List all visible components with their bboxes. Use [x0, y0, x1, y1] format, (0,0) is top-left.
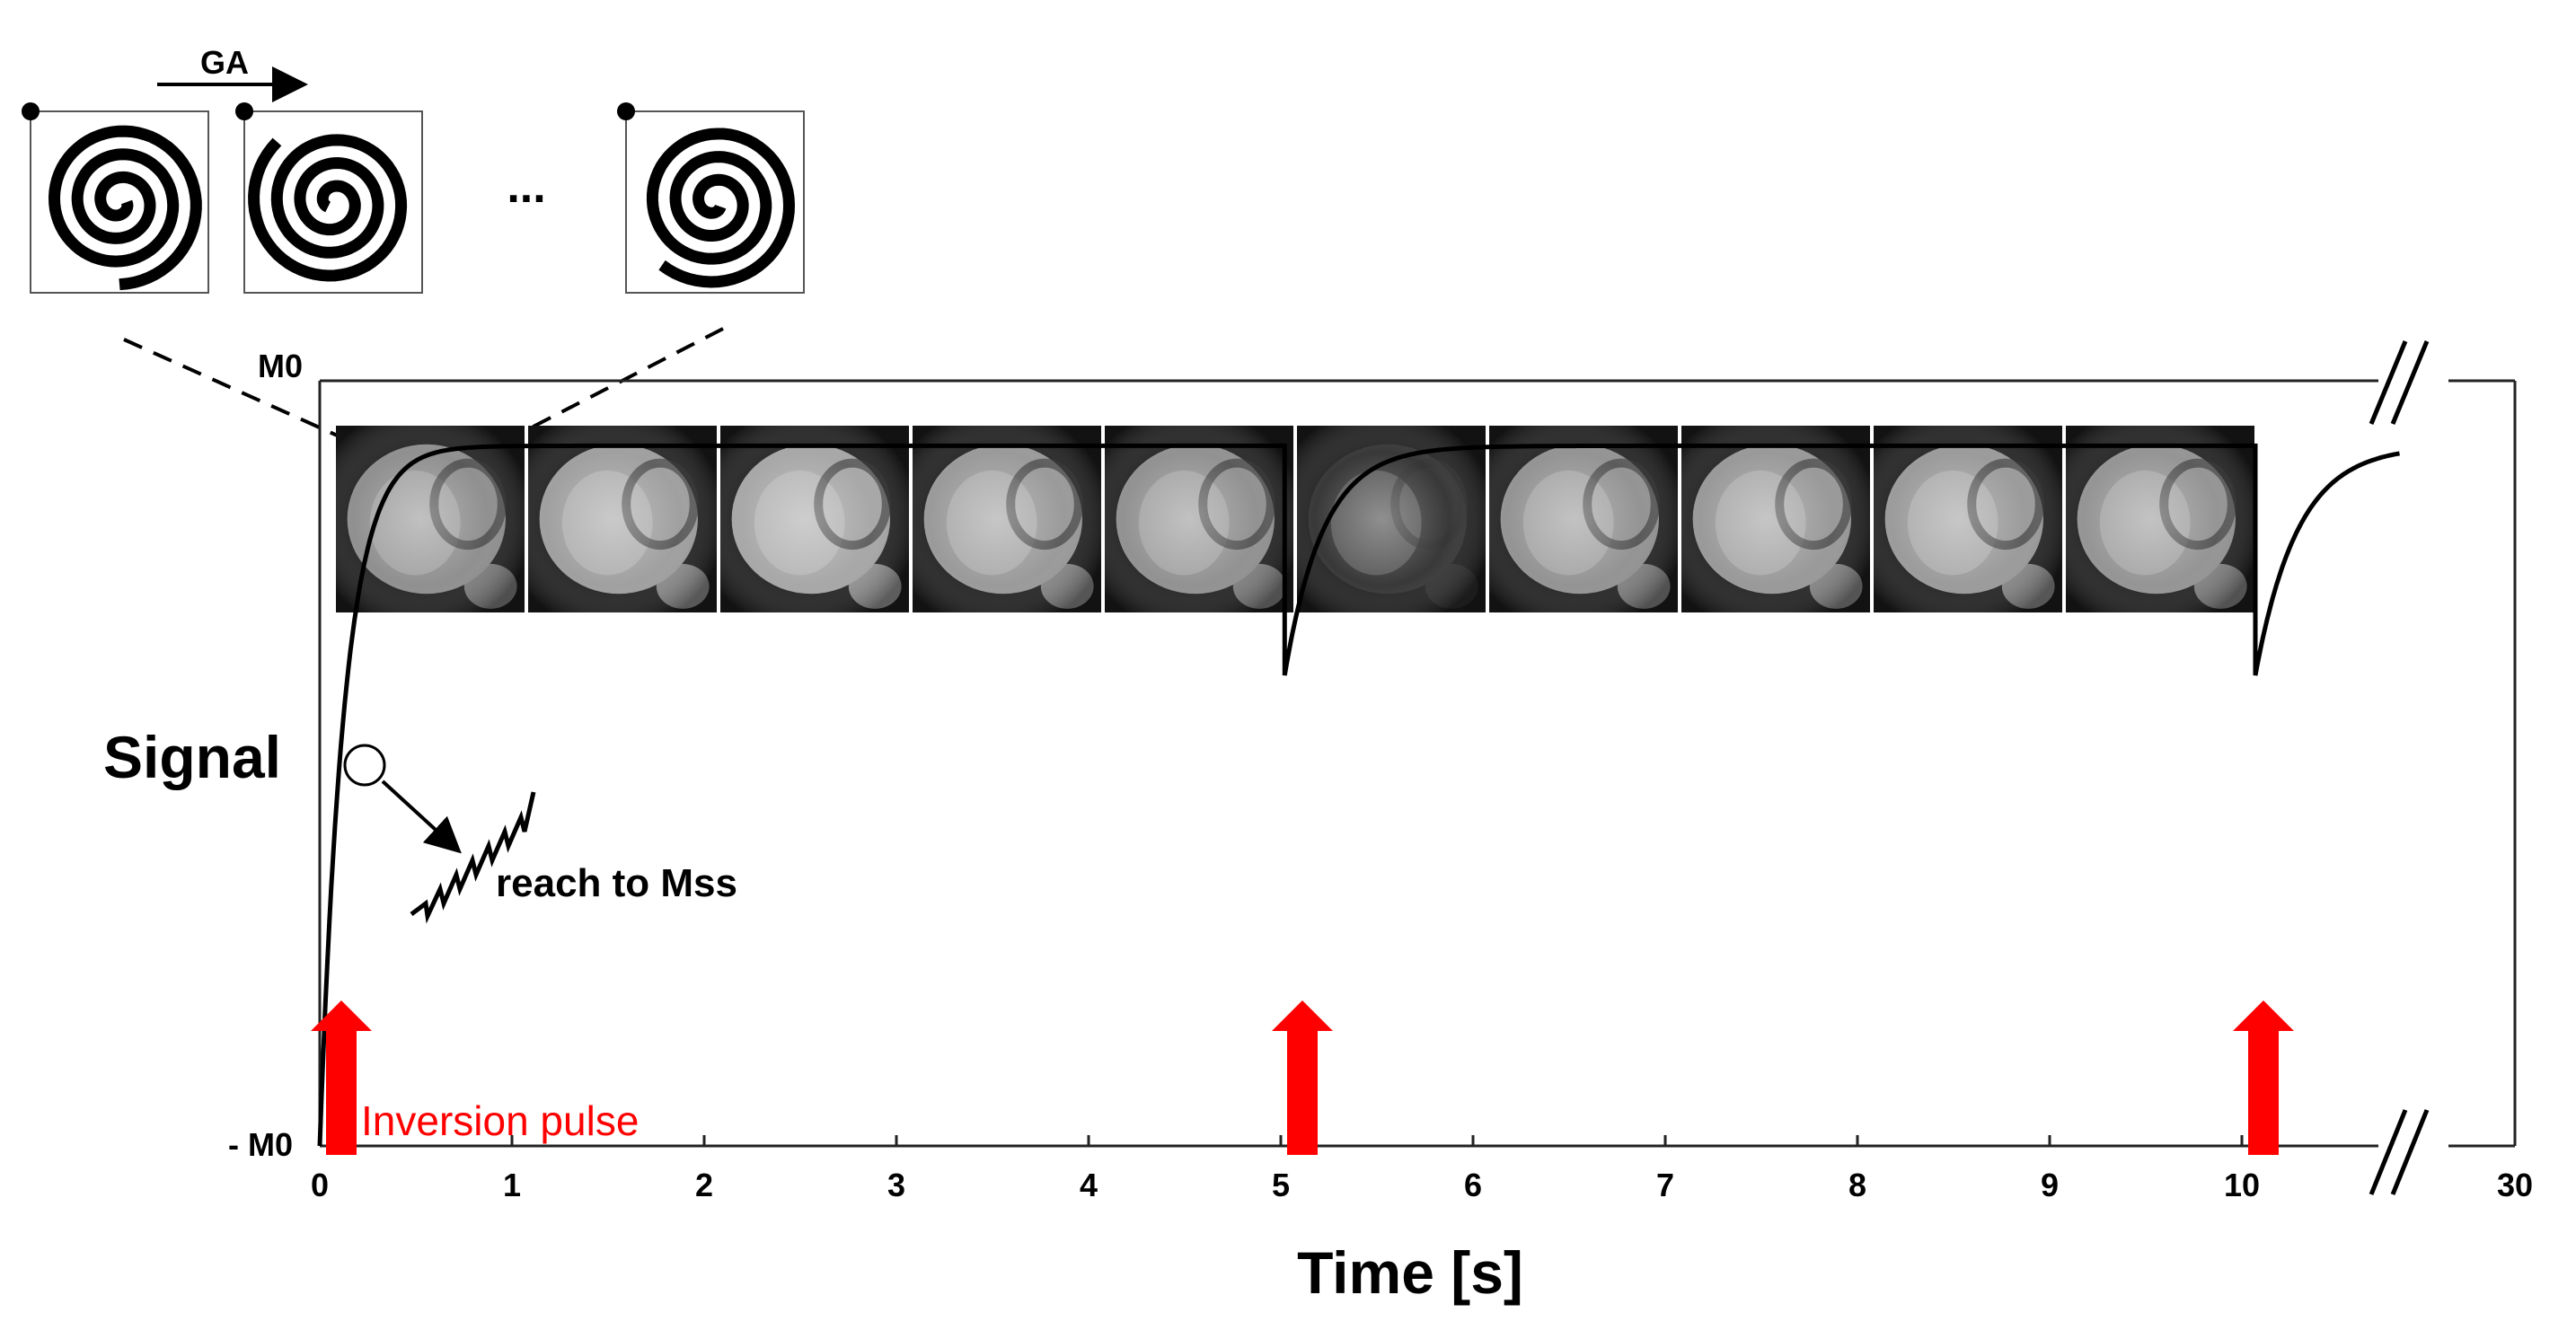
x-tick-label: 8 — [1848, 1167, 1866, 1203]
inversion-pulses — [311, 1000, 2294, 1155]
spiral-frame-1 — [22, 102, 209, 294]
spiral-center — [235, 102, 253, 120]
x-ticks: 0 1 2 3 4 5 6 7 8 9 10 30 — [311, 1135, 2533, 1203]
cardiac-image-frame — [1681, 426, 1870, 612]
y-label-m0: M0 — [258, 348, 303, 384]
x-tick-label: 7 — [1656, 1167, 1674, 1203]
inversion-pulse-label: Inversion pulse — [361, 1097, 639, 1144]
x-tick-label: 0 — [311, 1167, 329, 1203]
ga-label: GA — [200, 44, 249, 81]
signal-curve — [317, 443, 2400, 1147]
inversion-pulse-arrow — [311, 1000, 372, 1155]
inversion-pulse-arrow — [1272, 1000, 1333, 1155]
cardiac-image-strip — [336, 426, 2254, 612]
x-tick-label: 9 — [2041, 1167, 2059, 1203]
cardiac-image-frame — [1297, 426, 1486, 612]
cardiac-image-frame — [2066, 426, 2254, 612]
cardiac-image-frame — [1874, 426, 2062, 612]
cardiac-image-frame — [720, 426, 909, 612]
x-tick-label: 5 — [1272, 1167, 1290, 1203]
x-tick-label: 30 — [2497, 1167, 2533, 1203]
spiral-frames-group: GA ... — [22, 44, 805, 439]
spiral-icon — [48, 125, 202, 291]
y-label-neg-m0: - M0 — [228, 1126, 293, 1163]
reach-mss-label: reach to Mss — [496, 861, 737, 905]
x-tick-label: 2 — [695, 1167, 713, 1203]
x-tick-label: 3 — [887, 1167, 905, 1203]
inversion-pulse-arrow — [2233, 1000, 2294, 1155]
spiral-frame-3 — [617, 102, 805, 294]
ellipsis-label: ... — [507, 161, 545, 213]
axis-break-bottom — [2369, 1109, 2430, 1195]
zoom-circle — [343, 744, 386, 787]
spiral-center — [617, 102, 635, 120]
plot-area: M0 - M0 Signal Time [s] 0 1 2 3 4 5 6 7 8 9 10 30 — [103, 340, 2533, 1306]
x-tick-label: 10 — [2224, 1167, 2260, 1203]
spiral-frame-2 — [235, 102, 423, 294]
spiral-center — [22, 102, 40, 120]
x-tick-label: 4 — [1080, 1167, 1098, 1203]
spiral-icon — [248, 134, 408, 282]
steady-state-annotation: reach to Mss — [343, 744, 737, 924]
cardiac-image-frame — [913, 426, 1101, 612]
zoom-arrow — [381, 780, 462, 854]
sawtooth-icon — [410, 791, 536, 924]
x-axis-title: Time [s] — [1297, 1239, 1523, 1306]
cardiac-image-frame — [1105, 426, 1293, 612]
x-tick-label: 6 — [1464, 1167, 1482, 1203]
spiral-icon — [646, 128, 796, 288]
cardiac-image-frame — [528, 426, 717, 612]
axis-break-top — [2369, 340, 2430, 425]
x-tick-label: 1 — [503, 1167, 521, 1203]
zoom-dash-left — [123, 338, 342, 439]
cardiac-image-frame — [1489, 426, 1678, 612]
y-axis-title: Signal — [103, 724, 281, 790]
cardiac-image-frame — [336, 426, 525, 612]
